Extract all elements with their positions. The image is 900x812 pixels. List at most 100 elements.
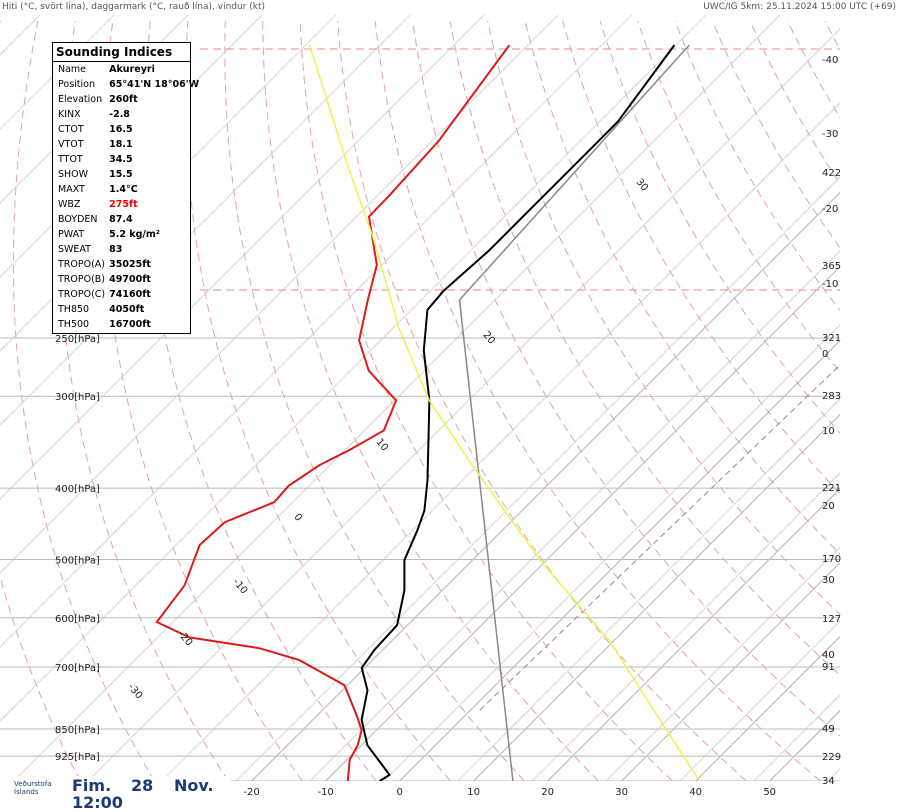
adiabat-label: 30 xyxy=(633,177,650,194)
isotherm-grid xyxy=(473,414,840,781)
isotherm-grid xyxy=(325,266,840,781)
dry-adiabat xyxy=(562,20,840,495)
y-tick-label: 700[hPa] xyxy=(55,663,100,674)
right-label: -30 xyxy=(822,129,838,140)
y-tick-label: 250[hPa] xyxy=(55,334,100,345)
day: Fim. xyxy=(72,776,112,795)
isotherm xyxy=(0,15,559,574)
isotherm xyxy=(679,620,840,781)
index-key: WBZ xyxy=(58,199,81,210)
dry-adiabat xyxy=(374,20,821,781)
index-value: 260ft xyxy=(109,94,138,105)
y-tick-label: 600[hPa] xyxy=(55,614,100,625)
dry-adiabat xyxy=(637,20,840,373)
index-value: 87.4 xyxy=(109,214,133,225)
month: Nov. xyxy=(174,776,214,795)
right-label: 221 xyxy=(822,483,841,494)
header-left: Hiti (°C, svört lína), daggarmark (°C, r… xyxy=(2,2,266,12)
mixing-line xyxy=(479,364,840,711)
index-key: MAXT xyxy=(58,184,85,195)
dry-adiabat xyxy=(224,20,525,781)
right-label: 20 xyxy=(822,501,835,512)
index-key: Name xyxy=(58,64,87,75)
profile-line xyxy=(308,44,701,781)
right-label: 10 xyxy=(822,426,835,437)
index-key: TH850 xyxy=(58,304,90,315)
right-label: 365 xyxy=(822,261,841,272)
index-row: SWEAT 83 xyxy=(56,242,201,257)
y-tick-label: 300[hPa] xyxy=(55,392,100,403)
index-value: 16.5 xyxy=(109,124,133,135)
plot xyxy=(0,15,840,781)
index-row: CTOT 16.5 xyxy=(56,122,201,137)
header-right: UWC/IG 5km: 25.11.2024 15:00 UTC (+69) xyxy=(703,2,896,12)
isotherm xyxy=(0,15,411,426)
y-tick-label: 850[hPa] xyxy=(55,725,100,736)
dry-adiabat xyxy=(412,20,840,737)
dry-adiabat xyxy=(337,20,747,781)
right-label: 127 xyxy=(822,614,841,625)
x-tick-label: 50 xyxy=(763,787,776,798)
dry-adiabat xyxy=(144,20,377,781)
adiabat-label: 0 xyxy=(291,512,304,524)
dry-adiabat xyxy=(599,20,840,434)
x-tick-label: 10 xyxy=(467,787,480,798)
index-row: TTOT 34.5 xyxy=(56,152,201,167)
index-value: 16700ft xyxy=(109,319,151,330)
index-key: Position xyxy=(58,79,95,90)
index-row: Name Akureyri xyxy=(56,62,201,77)
dry-adiabat xyxy=(299,20,673,781)
index-key: TROPO(A) xyxy=(58,259,105,270)
footer: Veðurstofa Íslands Fim. 28 Nov. 12:00 xyxy=(0,776,230,812)
isotherm xyxy=(531,472,840,781)
index-row: PWAT 5.2 kg/m² xyxy=(56,227,201,242)
adiabat-label: 20 xyxy=(480,330,497,347)
isotherm xyxy=(161,102,840,781)
right-label: 30 xyxy=(822,575,835,586)
index-key: SWEAT xyxy=(58,244,91,255)
right-label: 0 xyxy=(822,349,828,360)
index-key: Elevation xyxy=(58,94,103,105)
dry-adiabat xyxy=(524,20,840,555)
right-label: 321 xyxy=(822,333,841,344)
index-row: TH850 4050ft xyxy=(56,302,201,317)
index-key: BOYDEN xyxy=(58,214,98,225)
right-label: 283 xyxy=(822,391,841,402)
index-value: 34.5 xyxy=(109,154,133,165)
indices-table: Name Akureyri Position 65°41'N 18°06'W Eleva… xyxy=(56,62,201,332)
index-value: 275ft xyxy=(109,199,138,210)
index-row: KINX -2.8 xyxy=(56,107,201,122)
index-value: 4050ft xyxy=(109,304,145,315)
profile-line xyxy=(458,44,690,781)
index-key: PWAT xyxy=(58,229,85,240)
right-label: 91 xyxy=(822,662,835,673)
x-tick-label: 30 xyxy=(615,787,628,798)
isotherm-grid xyxy=(547,488,840,781)
y-tick-label: 400[hPa] xyxy=(55,484,100,495)
index-row: TROPO(B) 49700ft xyxy=(56,272,201,287)
right-label: -10 xyxy=(822,279,838,290)
dry-adiabat xyxy=(185,20,451,781)
index-key: KINX xyxy=(58,109,81,120)
dry-adiabat xyxy=(449,20,840,676)
dry-adiabat xyxy=(12,20,155,781)
indices-title: Sounding Indices xyxy=(53,43,190,62)
index-value: 49700ft xyxy=(109,274,151,285)
isotherm xyxy=(605,546,840,781)
index-row: BOYDEN 87.4 xyxy=(56,212,201,227)
index-row: WBZ 275ft xyxy=(56,197,201,212)
index-value: 1.4°C xyxy=(109,184,138,195)
index-value: 35025ft xyxy=(109,259,151,270)
isotherm xyxy=(13,15,781,781)
right-label: 422 xyxy=(822,168,841,179)
indices-box: Sounding Indices Name Akureyri Position 65°… xyxy=(52,42,199,334)
adiabat-label: -10 xyxy=(230,577,249,597)
index-value: 74160ft xyxy=(109,289,151,300)
isotherm-grid xyxy=(399,340,840,781)
isotherm xyxy=(0,15,485,500)
right-label: 170 xyxy=(822,554,841,565)
index-key: TROPO(C) xyxy=(58,289,106,300)
index-row: Position 65°41'N 18°06'W xyxy=(56,77,201,92)
